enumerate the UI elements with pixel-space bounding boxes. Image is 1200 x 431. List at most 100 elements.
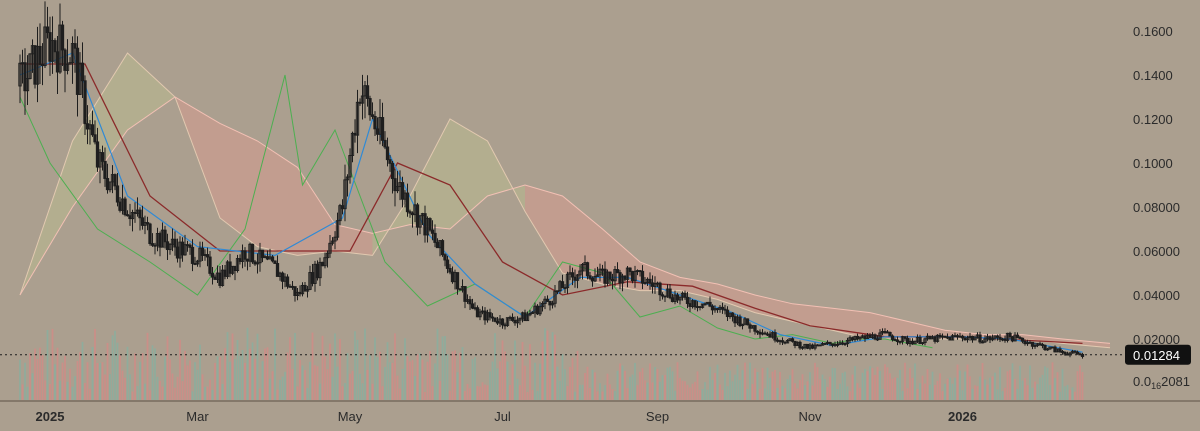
candle-396 — [1008, 331, 1012, 340]
x-tick-label-0: 2025 — [36, 409, 65, 424]
candle-body — [85, 123, 90, 130]
candle-body — [708, 301, 712, 307]
candle-body — [255, 262, 260, 265]
volume-bar-39 — [116, 342, 119, 400]
candle-120 — [318, 257, 322, 286]
candle-body — [468, 299, 472, 305]
volume-bar-291 — [746, 389, 749, 400]
candle-5 — [30, 39, 35, 73]
candle-body — [823, 343, 827, 345]
volume-bar-130 — [344, 383, 346, 400]
volume-bar-159 — [416, 354, 419, 400]
candle-body — [928, 335, 932, 340]
volume-bar-396 — [1009, 369, 1011, 400]
candle-54 — [153, 242, 157, 255]
volume-bar-72 — [199, 344, 201, 400]
candle-183 — [475, 305, 480, 318]
candle-311 — [795, 341, 800, 346]
candle-244 — [628, 267, 632, 276]
candle-146 — [383, 131, 387, 150]
candle-38 — [113, 173, 117, 191]
volume-bar-267 — [686, 384, 689, 400]
candle-body — [40, 64, 45, 67]
cloud-segment-1 — [72, 53, 128, 207]
candle-52 — [148, 222, 152, 246]
candle-body — [545, 298, 550, 302]
volume-bar-117 — [311, 332, 314, 400]
candle-150 — [393, 169, 397, 207]
volume-bar-409 — [1041, 374, 1044, 400]
candle-189 — [490, 313, 495, 322]
candle-body — [330, 240, 335, 244]
candle-body — [483, 310, 487, 321]
volume-bar-362 — [924, 383, 926, 400]
candle-411 — [1045, 347, 1050, 351]
cloud-segment-9 — [410, 119, 450, 229]
candle-body — [668, 288, 672, 299]
candle-body — [115, 185, 120, 203]
candle-202 — [523, 309, 527, 322]
volume-bar-331 — [846, 386, 849, 400]
candle-385 — [980, 340, 985, 344]
volume-bar-121 — [321, 335, 324, 400]
candle-body — [270, 256, 275, 262]
candle-body — [310, 272, 315, 284]
candle-381 — [970, 335, 975, 343]
candle-body — [105, 178, 110, 191]
volume-bar-144 — [379, 351, 381, 400]
candle-body — [755, 330, 760, 333]
volume-bar-169 — [441, 336, 444, 400]
volume-bar-161 — [421, 359, 424, 400]
candle-91 — [245, 258, 250, 271]
candle-408 — [1038, 341, 1042, 346]
candle-425 — [1080, 352, 1085, 359]
candle-body — [70, 43, 75, 64]
candle-249 — [640, 265, 645, 290]
candle-body — [913, 340, 917, 345]
candle-353 — [900, 335, 905, 345]
volume-bar-296 — [759, 389, 761, 400]
volume-bar-277 — [711, 379, 714, 400]
candle-body — [190, 246, 195, 264]
candle-64 — [178, 236, 182, 268]
candle-78 — [213, 274, 217, 280]
candle-391 — [995, 334, 1000, 341]
candle-body — [145, 222, 150, 225]
candle-body — [1038, 343, 1042, 346]
volume-bar-14 — [54, 364, 56, 400]
volume-bar-393 — [1001, 391, 1004, 400]
volume-bar-399 — [1016, 388, 1019, 400]
volume-bar-217 — [561, 354, 564, 400]
volume-bar-376 — [959, 370, 961, 400]
candle-body — [243, 250, 247, 260]
candle-21 — [70, 36, 75, 84]
volume-bar-84 — [229, 361, 231, 400]
candle-body — [440, 240, 445, 256]
candle-body — [753, 325, 757, 332]
volume-bar-392 — [999, 367, 1001, 400]
candle-415 — [1055, 348, 1060, 353]
volume-bar-288 — [739, 380, 741, 400]
volume-bar-361 — [921, 375, 924, 400]
candle-85 — [230, 265, 235, 276]
candle-273 — [700, 303, 705, 309]
candle-body — [763, 332, 767, 335]
volume-bar-137 — [361, 383, 364, 400]
candle-22 — [73, 29, 77, 73]
candle-18 — [63, 48, 67, 93]
candle-body — [23, 62, 27, 92]
candle-261 — [670, 293, 675, 303]
volume-bar-109 — [291, 369, 294, 400]
volume-bar-181 — [471, 359, 474, 400]
candle-302 — [773, 329, 777, 343]
candle-128 — [338, 203, 342, 226]
candle-body — [963, 337, 967, 341]
volume-bar-89 — [241, 350, 244, 400]
candle-267 — [685, 291, 690, 309]
volume-bar-193 — [501, 340, 504, 400]
volume-bar-269 — [691, 383, 694, 400]
candle-49 — [140, 205, 145, 230]
volume-bar-119 — [316, 366, 319, 400]
